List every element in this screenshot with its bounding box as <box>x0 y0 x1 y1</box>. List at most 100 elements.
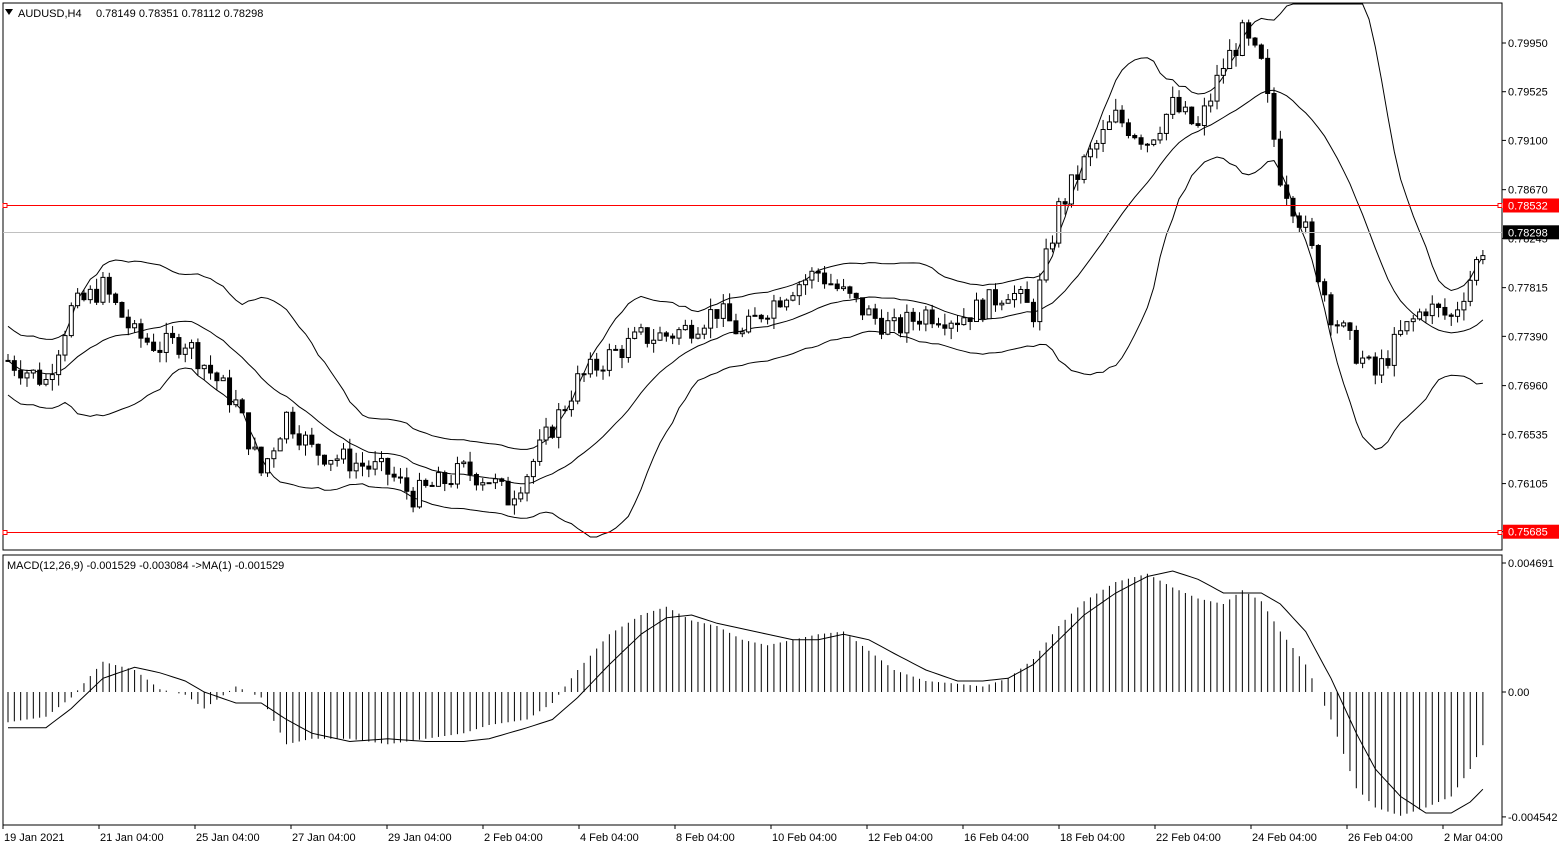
bear-candle <box>1125 122 1131 137</box>
bear-candle <box>1284 184 1290 199</box>
time-tick-label: 16 Feb 04:00 <box>964 832 1029 844</box>
bull-candle <box>1391 333 1397 366</box>
bull-candle <box>1417 311 1423 320</box>
bull-candle <box>1404 321 1410 332</box>
macd-tick-label: 0.00 <box>1508 687 1529 699</box>
bear-candle <box>1290 197 1296 217</box>
bull-candle <box>625 337 631 359</box>
bear-candle <box>853 292 859 299</box>
bull-candle <box>480 482 486 486</box>
time-tick-label: 18 Feb 04:00 <box>1060 832 1125 844</box>
bear-candle <box>391 473 397 478</box>
bear-candle <box>1189 106 1195 125</box>
horizontal-levels[interactable] <box>2 203 1503 535</box>
level-handle[interactable] <box>2 203 8 208</box>
bear-candle <box>581 373 587 376</box>
bear-candle <box>442 472 448 485</box>
level-handle[interactable] <box>1497 530 1503 535</box>
macd-tick-label: -0.004542 <box>1508 812 1558 824</box>
bull-candle <box>1341 322 1347 327</box>
bull-candle <box>1106 121 1112 131</box>
candlestick-series <box>5 19 1486 515</box>
bear-candle <box>1372 356 1378 376</box>
time-axis[interactable]: 19 Jan 2021 21 Jan 04:00 25 Jan 04:00 27 Ja… <box>2 825 1503 844</box>
bull-candle <box>695 333 701 339</box>
bear-candle <box>505 480 511 506</box>
bear-candle <box>644 327 650 344</box>
macd-tick-label: 0.004691 <box>1508 558 1554 570</box>
bear-candle <box>176 337 182 355</box>
bear-candle <box>290 411 296 435</box>
price-tick-label: 0.79100 <box>1508 135 1548 147</box>
bear-candle <box>208 364 214 374</box>
price-tag-label: 0.78532 <box>1508 200 1548 212</box>
bull-candle <box>1208 100 1214 107</box>
bull-candle <box>87 288 93 301</box>
bull-candle <box>562 409 568 412</box>
bear-candle <box>1246 22 1252 39</box>
bull-candle <box>1163 113 1169 134</box>
price-tick-label: 0.77815 <box>1508 283 1548 295</box>
bear-candle <box>423 479 429 486</box>
bear-candle <box>992 289 998 306</box>
price-axis[interactable]: 0.799500.795250.791000.786700.782450.778… <box>1502 38 1548 539</box>
bear-candle <box>1233 49 1239 56</box>
bear-candle <box>359 462 365 467</box>
time-tick-label: 21 Jan 04:00 <box>100 832 164 844</box>
bear-candle <box>777 300 783 308</box>
bear-candle <box>410 490 416 508</box>
bear-candle <box>296 433 302 446</box>
bull-candle <box>1366 356 1372 359</box>
bull-candle <box>486 482 492 485</box>
bull-candle <box>43 379 49 385</box>
bull-candle <box>454 463 460 485</box>
bear-candle <box>917 320 923 325</box>
bull-candle <box>75 292 81 307</box>
price-tags: 0.78532 0.75685 0.78298 <box>1503 198 1559 539</box>
bear-candle <box>366 465 372 470</box>
bull-candle <box>1379 358 1385 376</box>
bull-candle <box>1360 357 1366 364</box>
bull-candle <box>543 426 549 441</box>
bull-candle <box>1455 309 1461 317</box>
bear-candle <box>397 476 403 479</box>
bull-candle <box>1398 330 1404 335</box>
price-tag <box>1503 524 1559 539</box>
bear-candle <box>872 308 878 319</box>
bear-candle <box>1075 174 1081 180</box>
bear-candle <box>1423 311 1429 317</box>
collapse-triangle-icon[interactable] <box>5 9 13 15</box>
bear-candle <box>1024 288 1030 303</box>
level-handle[interactable] <box>2 530 8 535</box>
bull-candle <box>638 327 644 333</box>
bear-candle <box>942 324 948 329</box>
bull-candle <box>1056 201 1062 244</box>
time-tick-label: 24 Feb 04:00 <box>1252 832 1317 844</box>
bull-candle <box>518 492 524 500</box>
bear-candle <box>955 322 960 326</box>
bull-candle <box>575 373 581 402</box>
bull-candle <box>1227 49 1233 70</box>
level-handle[interactable] <box>1497 203 1503 208</box>
bear-candle <box>144 337 150 343</box>
bear-candle <box>600 369 606 372</box>
bull-candle <box>632 331 638 339</box>
bull-candle <box>765 317 771 320</box>
bull-candle <box>435 472 441 487</box>
price-tag-label: 0.75685 <box>1508 527 1548 539</box>
bear-candle <box>733 320 739 335</box>
bear-candle <box>898 317 904 334</box>
bear-candle <box>322 454 327 465</box>
bear-candle <box>138 323 144 339</box>
bull-candle <box>809 270 815 281</box>
bear-candle <box>1252 37 1258 46</box>
bull-candle <box>1461 300 1467 311</box>
bull-candle <box>56 354 62 376</box>
bear-candle <box>1436 303 1442 308</box>
bear-candle <box>1138 137 1144 145</box>
price-tick-label: 0.79525 <box>1508 87 1548 99</box>
bear-candle <box>94 288 100 303</box>
bear-candle <box>404 477 410 492</box>
time-tick-label: 27 Jan 04:00 <box>292 832 356 844</box>
